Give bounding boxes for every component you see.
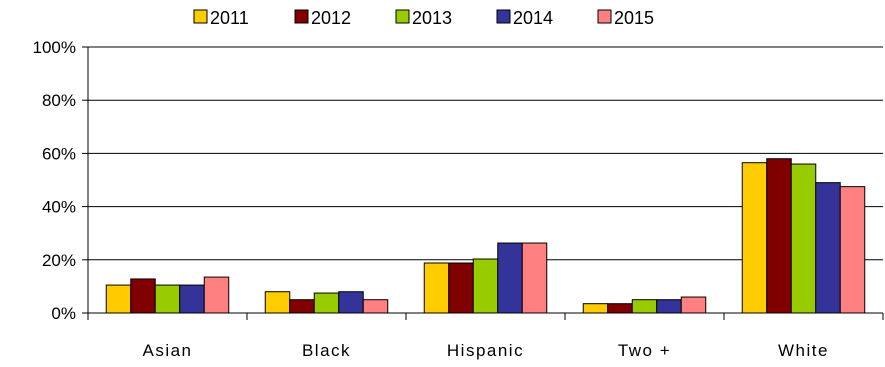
bar-2012-white [766, 158, 792, 314]
x-tick-label: Hispanic [447, 341, 524, 360]
legend-swatch [496, 9, 511, 24]
y-tick-label: 0% [51, 304, 76, 323]
bar-2014-white [815, 182, 841, 314]
bar-2015-white [839, 186, 866, 314]
bar-2013-black [313, 292, 340, 314]
legend-label: 2011 [210, 8, 249, 28]
bar-2011-two [582, 303, 609, 314]
bar-2013-two [631, 299, 658, 314]
y-tick-label: 100% [33, 38, 76, 57]
bar-2011-white [741, 162, 768, 314]
bar-2011-black [264, 291, 291, 314]
x-tick-label: Black [302, 341, 351, 360]
legend-swatch [193, 9, 208, 24]
axes [87, 47, 883, 314]
bar-2014-hispanic [497, 242, 523, 314]
bar-2012-hispanic [448, 262, 474, 314]
bars [105, 158, 866, 314]
legend-swatch [294, 9, 309, 24]
y-tick-label: 20% [42, 251, 76, 270]
bar-2012-black [289, 299, 315, 314]
legend-label: 2012 [311, 8, 351, 28]
bar-2012-two [607, 303, 633, 314]
bar-2015-black [362, 299, 389, 314]
x-tick-label: Asian [142, 341, 192, 360]
legend-label: 2013 [412, 8, 452, 28]
bar-2015-asian [203, 276, 230, 314]
legend-swatch [597, 9, 612, 24]
bar-2011-hispanic [423, 262, 450, 314]
legend-swatch [395, 9, 410, 24]
y-tick-label: 40% [42, 198, 76, 217]
y-tick-label: 60% [42, 144, 76, 163]
bar-2014-black [338, 291, 364, 314]
bar-2014-two [656, 299, 682, 314]
bar-2013-asian [154, 284, 181, 314]
y-tick-label: 80% [42, 91, 76, 110]
bar-2015-hispanic [521, 242, 548, 314]
x-tick-label: Two + [618, 341, 671, 360]
x-tick-label: White [778, 341, 829, 360]
bar-2012-asian [130, 278, 156, 314]
bar-2013-hispanic [472, 258, 499, 314]
bar-2015-two [680, 296, 707, 314]
y-axis: 0% 20% 40% 60% 80% 100% [33, 38, 88, 323]
bar-2014-asian [179, 284, 205, 314]
legend-label: 2015 [614, 8, 654, 28]
bar-2013-white [790, 163, 817, 314]
legend: 2011 2012 2013 2014 2015 [193, 8, 654, 28]
legend-label: 2014 [513, 8, 553, 28]
x-axis: Asian Black Hispanic Two + White [87, 313, 884, 360]
bar-2011-asian [105, 284, 132, 314]
